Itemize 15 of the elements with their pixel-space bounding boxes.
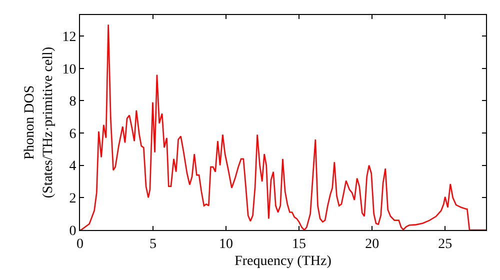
x-axis-title: Frequency (THz) [234, 254, 332, 270]
y-tick-label: 12 [62, 30, 76, 45]
x-tick-label: 5 [150, 236, 157, 252]
y-tick-label: 2 [69, 192, 76, 207]
x-tick-label: 10 [219, 236, 234, 252]
y-tick-label: 10 [62, 62, 76, 78]
y-tick-label: 8 [69, 94, 76, 110]
x-tick-label: 25 [438, 236, 452, 252]
x-tick-label: 15 [292, 236, 306, 252]
line-series [80, 24, 486, 230]
y-axis-title: Phonon DOS (States/THz·primitive cell) [22, 46, 56, 198]
y-tick-label: 0 [69, 224, 76, 239]
y-tick-label: 4 [69, 159, 76, 174]
y-tick-label: 6 [69, 126, 76, 142]
x-tick-label: 20 [365, 236, 380, 252]
